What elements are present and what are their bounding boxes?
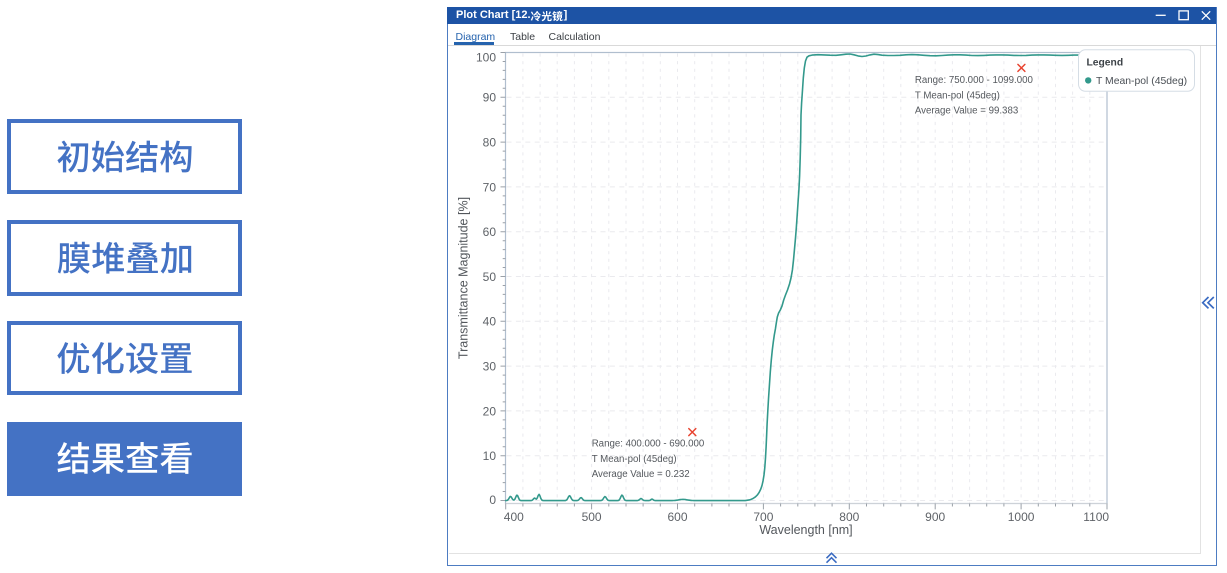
svg-text:400: 400 — [504, 510, 524, 524]
svg-text:Range: 400.000 - 690.000: Range: 400.000 - 690.000 — [592, 438, 705, 449]
svg-text:Range: 750.000 - 1099.000: Range: 750.000 - 1099.000 — [915, 75, 1034, 86]
svg-text:1100: 1100 — [1083, 510, 1109, 524]
svg-text:600: 600 — [667, 510, 687, 524]
svg-text:T Mean-pol (45deg): T Mean-pol (45deg) — [915, 90, 1000, 101]
svg-text:Wavelength [nm]: Wavelength [nm] — [759, 523, 852, 537]
svg-text:700: 700 — [753, 510, 773, 524]
svg-text:Transmittance Magnitude [%]: Transmittance Magnitude [%] — [457, 197, 471, 359]
svg-text:20: 20 — [483, 404, 497, 418]
svg-text:100: 100 — [476, 51, 496, 65]
svg-text:40: 40 — [483, 315, 497, 329]
svg-text:900: 900 — [925, 510, 945, 524]
svg-text:1000: 1000 — [1008, 510, 1035, 524]
svg-text:800: 800 — [839, 510, 859, 524]
svg-text:90: 90 — [483, 91, 497, 105]
svg-text:Average Value = 0.232: Average Value = 0.232 — [592, 469, 690, 480]
svg-text:0: 0 — [489, 493, 496, 507]
svg-text:Legend: Legend — [1087, 57, 1124, 68]
svg-text:T Mean-pol (45deg): T Mean-pol (45deg) — [1096, 76, 1187, 87]
svg-text:30: 30 — [483, 360, 497, 374]
svg-text:Average Value = 99.383: Average Value = 99.383 — [915, 106, 1018, 117]
svg-text:500: 500 — [582, 510, 602, 524]
svg-text:60: 60 — [483, 225, 497, 239]
svg-text:T Mean-pol (45deg): T Mean-pol (45deg) — [592, 454, 677, 465]
svg-text:50: 50 — [483, 270, 497, 284]
svg-text:10: 10 — [483, 449, 497, 463]
svg-text:80: 80 — [483, 136, 497, 150]
svg-text:70: 70 — [483, 180, 497, 194]
